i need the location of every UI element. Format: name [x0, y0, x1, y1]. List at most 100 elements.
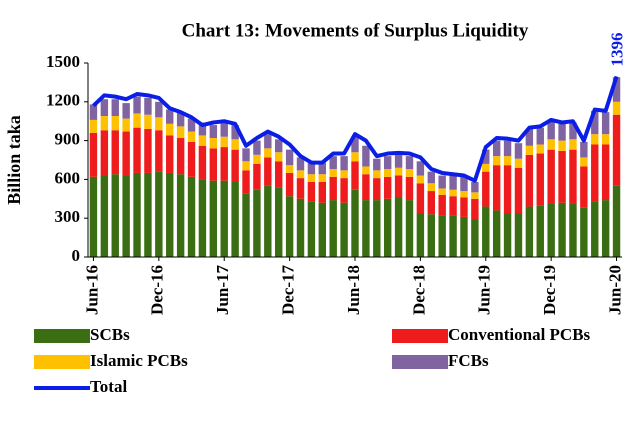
- y-axis-label: Billion taka: [4, 115, 24, 205]
- bar-segment: [111, 130, 119, 175]
- bar-segment: [253, 154, 261, 164]
- bar-segment: [482, 163, 490, 172]
- x-tick-label: Jun-19: [475, 265, 494, 315]
- bar-segment: [591, 144, 599, 202]
- bar-segment: [492, 210, 501, 257]
- bar-segment: [449, 189, 457, 197]
- bar-segment: [438, 188, 446, 195]
- legend-swatch: [392, 355, 448, 369]
- bar-segment: [155, 101, 163, 118]
- bar-segment: [427, 171, 435, 184]
- bar-segment: [231, 139, 239, 150]
- x-tick-label: Dec-17: [279, 265, 298, 316]
- bar-segment: [198, 145, 207, 180]
- bar-segment: [547, 149, 555, 204]
- bar-segment: [416, 183, 425, 214]
- bar-segment: [536, 153, 544, 206]
- bar-segment: [383, 176, 392, 199]
- bar-segment: [253, 189, 261, 257]
- bar-segment: [176, 126, 185, 139]
- bar-segment: [525, 145, 534, 155]
- bar-segment: [591, 110, 599, 135]
- bar-segment: [580, 141, 588, 158]
- bar-segment: [220, 122, 228, 137]
- bar-segment: [601, 144, 610, 201]
- bar-segment: [176, 112, 185, 127]
- bar-segment: [318, 181, 327, 203]
- bar-segment: [133, 113, 141, 128]
- bar-segment: [275, 161, 283, 188]
- bar-segment: [100, 116, 109, 131]
- bar-segment: [209, 138, 218, 149]
- bar-segment: [503, 156, 512, 166]
- legend-swatch: [392, 329, 448, 343]
- data-label: 1396: [607, 32, 626, 66]
- bar-segment: [166, 123, 174, 136]
- bar-segment: [525, 128, 534, 146]
- bar-segment: [351, 161, 359, 190]
- bar-segment: [471, 219, 479, 257]
- bar-segment: [601, 112, 610, 135]
- bar-segment: [285, 196, 294, 257]
- bar-segment: [449, 215, 457, 257]
- bar-segment: [275, 152, 283, 162]
- y-tick-label: 900: [55, 130, 81, 149]
- bar-segment: [275, 187, 283, 257]
- bar-segment: [492, 165, 501, 211]
- bar-segment: [547, 121, 555, 140]
- legend-label: Islamic PCBs: [90, 351, 188, 370]
- bar-segment: [416, 175, 425, 184]
- bar-segment: [155, 117, 163, 131]
- bar-segment: [198, 179, 207, 257]
- bar-segment: [449, 175, 457, 190]
- bar-segment: [264, 185, 272, 257]
- bar-segment: [405, 156, 414, 170]
- legend-label: FCBs: [448, 351, 489, 370]
- bar-segment: [144, 128, 152, 173]
- bar-segment: [536, 205, 544, 257]
- legend-swatch: [34, 329, 90, 343]
- legend-swatch: [34, 355, 90, 369]
- bar-segment: [482, 171, 490, 207]
- bar-segment: [89, 119, 98, 133]
- bar-segment: [89, 132, 98, 177]
- bar-segment: [220, 180, 228, 257]
- bar-segment: [569, 139, 577, 150]
- bar-segment: [100, 99, 109, 117]
- bar-segment: [166, 135, 174, 173]
- bar-segment: [242, 170, 250, 194]
- bar-segment: [242, 148, 250, 162]
- bar-segment: [209, 148, 218, 181]
- bar-segment: [383, 156, 392, 170]
- bar-segment: [547, 203, 555, 257]
- bar-segment: [416, 213, 425, 257]
- bar-segment: [340, 202, 348, 257]
- bar-segment: [558, 202, 566, 257]
- bar-segment: [569, 149, 577, 204]
- bar-segment: [373, 178, 381, 201]
- bar-segment: [264, 157, 272, 186]
- bar-segment: [296, 157, 305, 171]
- bar-segment: [318, 174, 327, 182]
- bar-segment: [89, 104, 98, 120]
- bar-segment: [536, 127, 544, 145]
- bar-segment: [416, 161, 425, 176]
- bar-segment: [460, 197, 468, 217]
- bar-segment: [198, 135, 207, 146]
- y-tick-label: 0: [72, 246, 81, 265]
- bar-segment: [525, 154, 534, 207]
- bar-segment: [198, 122, 207, 136]
- bar-segment: [394, 167, 403, 176]
- bar-segment: [427, 191, 435, 215]
- bar-segment: [438, 215, 446, 257]
- bar-segment: [460, 191, 468, 198]
- legend-label: SCBs: [90, 325, 130, 344]
- bar-segment: [187, 118, 196, 132]
- bar-segment: [307, 162, 316, 175]
- bar-segment: [329, 176, 337, 201]
- bar-segment: [307, 181, 316, 202]
- bar-segment: [569, 203, 577, 257]
- bar-segment: [340, 170, 348, 179]
- bar-segment: [329, 200, 337, 257]
